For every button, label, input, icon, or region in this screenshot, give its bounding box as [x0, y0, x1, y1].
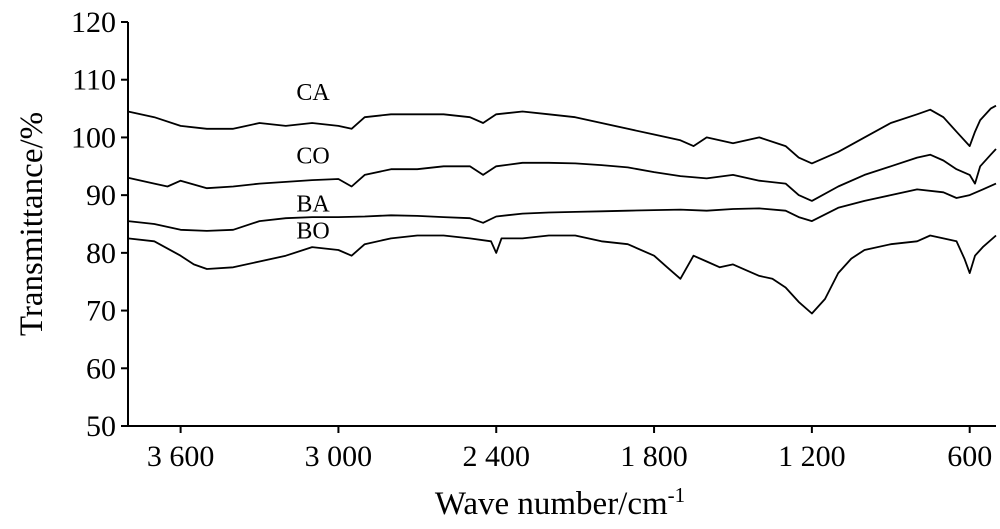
x-tick-label-600: 600 — [947, 440, 992, 473]
y-tick-label-100: 100 — [71, 121, 116, 154]
x-ticks: 3 600 3 000 2 400 1 800 1 200 600 — [147, 426, 992, 473]
x-axis-title-main: Wave number/cm — [435, 486, 668, 522]
series-label-co: CO — [296, 143, 329, 169]
series-line-co — [127, 148, 997, 202]
y-tick-label-70: 70 — [86, 295, 116, 328]
y-tick-label-80: 80 — [86, 237, 116, 270]
y-tick-label-50: 50 — [86, 410, 116, 443]
plot-frame — [127, 22, 996, 427]
y-tick-label-90: 90 — [86, 179, 116, 212]
y-tick-label-60: 60 — [86, 352, 116, 385]
y-ticks: 50 60 70 80 90 100 110 120 — [71, 6, 128, 443]
y-tick-label-110: 110 — [72, 64, 116, 97]
y-axis-title: Transmittance/% — [14, 112, 50, 336]
x-axis-title-superscript: -1 — [668, 483, 686, 507]
x-tick-label-2400: 2 400 — [462, 440, 530, 473]
x-tick-label-1200: 1 200 — [778, 440, 846, 473]
series-label-bo: BO — [296, 218, 329, 244]
x-tick-label-1800: 1 800 — [620, 440, 688, 473]
series-line-ba — [127, 182, 997, 232]
series-label-ba: BA — [296, 191, 330, 217]
series-label-ca: CA — [296, 80, 330, 106]
x-tick-label-3600: 3 600 — [147, 440, 215, 473]
x-tick-label-3000: 3 000 — [305, 440, 373, 473]
series-line-ca — [127, 104, 997, 165]
y-tick-label-120: 120 — [71, 6, 116, 39]
x-axis-title: Wave number/cm-1 — [435, 483, 685, 522]
series-line-bo — [127, 234, 997, 315]
series-group — [127, 104, 997, 315]
